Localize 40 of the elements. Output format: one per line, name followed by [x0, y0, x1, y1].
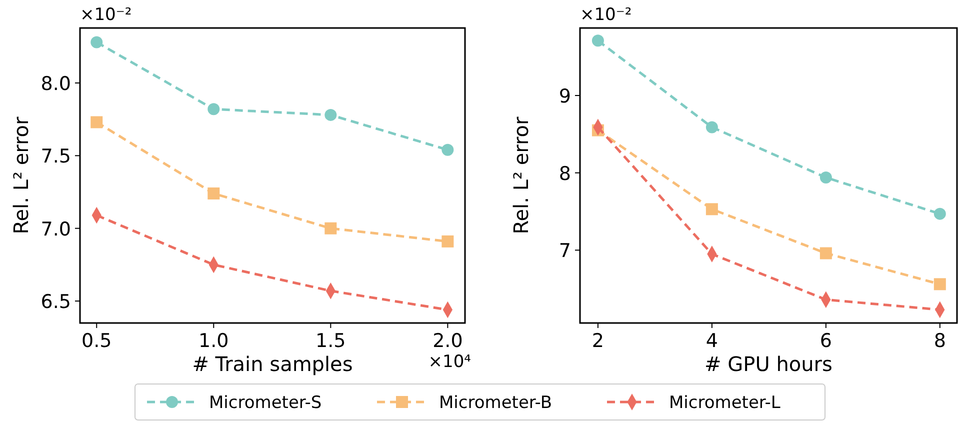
point: [934, 278, 946, 290]
y-tick-label: 7.5: [40, 146, 71, 168]
y-axis-title: Rel. L² error: [9, 116, 33, 234]
x-tick-label: 1.0: [198, 330, 229, 352]
point: [442, 144, 454, 156]
y-tick-label: 6.5: [40, 291, 71, 314]
x-tick-label: 2.0: [432, 330, 463, 352]
point: [706, 203, 718, 216]
point: [208, 187, 220, 200]
y-tick-label: 8.0: [40, 72, 71, 95]
text: ×10⁴: [428, 352, 472, 372]
x-tick-label: 4: [706, 330, 718, 352]
point: [324, 222, 337, 234]
point: [592, 34, 604, 47]
point: [706, 121, 718, 134]
legend-label: Micrometer-L: [669, 393, 781, 413]
point: [442, 235, 454, 248]
y-tick-label: 9: [558, 86, 571, 108]
x-tick-label: 2: [592, 330, 604, 352]
legend-label: Micrometer-B: [439, 393, 552, 413]
y-tick-label: 7: [558, 240, 571, 262]
x-axis-title: # GPU hours: [704, 352, 832, 376]
x-tick-label: 8: [934, 330, 946, 352]
point: [820, 247, 832, 260]
y-axis-title: Rel. L² error: [509, 116, 533, 234]
x-axis-title: # Train samples: [192, 352, 353, 376]
text: ×10⁻²: [580, 5, 632, 25]
point: [90, 116, 103, 128]
text: ×10⁻²: [80, 5, 132, 25]
y-tick-label: 7.0: [40, 218, 71, 240]
point: [90, 36, 103, 48]
point: [820, 171, 832, 184]
legend-label: Micrometer-S: [209, 393, 322, 413]
y-tick-label: 8: [558, 162, 571, 185]
point: [324, 108, 337, 121]
x-tick-label: 1.5: [316, 330, 346, 352]
point: [208, 103, 220, 116]
point: [934, 208, 946, 220]
x-tick-label: 0.5: [82, 330, 112, 352]
x-tick-label: 6: [820, 330, 832, 352]
